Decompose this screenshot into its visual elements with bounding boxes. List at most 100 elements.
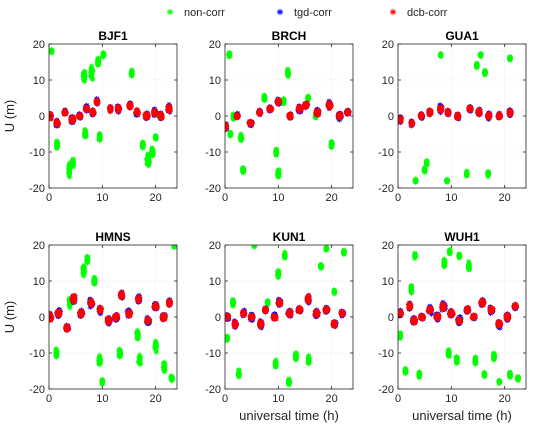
data-point-dcb-corr	[297, 105, 303, 111]
data-point-non-corr	[422, 167, 428, 173]
data-point-non-corr	[140, 143, 146, 149]
data-point-non-corr	[49, 48, 55, 54]
data-point-non-corr	[66, 165, 72, 171]
data-point-non-corr	[89, 68, 95, 74]
series-non-corr	[49, 47, 162, 180]
data-point-dcb-corr	[145, 112, 151, 119]
data-point-non-corr	[281, 98, 287, 105]
data-point-non-corr	[95, 58, 101, 65]
y-tick-label: -20	[29, 183, 45, 195]
data-point-dcb-corr	[49, 115, 53, 121]
panel-title: BJF1	[98, 29, 128, 43]
x-tick-label: 20	[150, 192, 162, 204]
y-tick-label: 0	[39, 111, 45, 123]
data-point-non-corr	[444, 178, 450, 184]
y-tick-label: -20	[205, 183, 221, 195]
data-point-non-corr	[230, 114, 237, 120]
y-tick-label: 10	[33, 75, 45, 87]
data-point-dcb-corr	[49, 112, 54, 118]
grid	[225, 44, 353, 188]
data-point-dcb-corr	[115, 107, 122, 114]
data-point-non-corr	[226, 52, 232, 58]
data-point-non-corr	[81, 78, 88, 85]
data-point-dcb-corr	[315, 111, 321, 117]
data-point-dcb-corr	[327, 100, 333, 107]
data-point-dcb-corr	[234, 113, 240, 120]
data-point-non-corr	[238, 137, 244, 143]
data-point-non-corr	[262, 95, 268, 101]
data-point-dcb-corr	[276, 99, 282, 105]
legend-marker-tgd-corr	[276, 8, 284, 16]
data-point-non-corr	[227, 131, 233, 137]
data-point-dcb-corr	[257, 109, 263, 115]
data-point-non-corr	[424, 158, 430, 164]
legend-entry-dcb-corr: dcb-corr	[389, 7, 448, 19]
data-point-dcb-corr	[134, 106, 140, 113]
data-point-dcb-corr	[337, 113, 343, 119]
legend-entry-non-corr: non-corr	[166, 7, 225, 19]
x-tick-label: 10	[272, 192, 284, 204]
data-point-non-corr	[240, 168, 246, 174]
legend-marker-non-corr	[166, 8, 174, 16]
data-point-non-corr	[129, 69, 135, 75]
data-point-dcb-corr	[248, 120, 254, 126]
data-point-non-corr	[313, 114, 319, 120]
series-non-corr	[412, 51, 513, 185]
data-point-dcb-corr	[94, 98, 100, 104]
plot-area	[398, 44, 526, 188]
data-point-dcb-corr	[54, 121, 60, 127]
data-point-non-corr	[70, 161, 76, 167]
data-point-non-corr	[423, 161, 430, 167]
data-point-non-corr	[474, 63, 480, 70]
data-point-dcb-corr	[77, 114, 83, 120]
data-point-non-corr	[66, 170, 72, 176]
grid	[398, 44, 526, 188]
legend-label-dcb-corr: dcb-corr	[407, 7, 448, 19]
grid	[49, 44, 177, 188]
data-layer	[225, 50, 352, 180]
data-point-dcb-corr	[142, 112, 149, 118]
data-point-dcb-corr	[159, 113, 165, 119]
data-point-non-corr	[149, 149, 155, 156]
legend-marker-dcb-corr	[389, 8, 397, 16]
y-tick-label: 10	[209, 75, 221, 87]
data-point-non-corr	[474, 60, 480, 67]
x-tick-label: 0	[46, 192, 52, 204]
y-tick-label: -10	[29, 147, 45, 159]
data-point-dcb-corr	[287, 114, 293, 120]
series-dcb-corr	[49, 97, 173, 128]
data-point-non-corr	[82, 127, 88, 133]
data-point-non-corr	[305, 95, 311, 101]
data-point-dcb-corr	[76, 112, 83, 118]
data-point-non-corr	[153, 135, 159, 141]
data-point-non-corr	[482, 69, 488, 75]
x-tick-label: 0	[222, 192, 228, 204]
legend-entry-tgd-corr: tgd-corr	[276, 7, 332, 19]
data-point-non-corr	[89, 74, 95, 80]
data-point-non-corr	[285, 70, 291, 76]
data-point-dcb-corr	[344, 110, 351, 116]
data-point-non-corr	[273, 146, 280, 152]
data-point-non-corr	[464, 171, 470, 178]
data-point-non-corr	[83, 133, 89, 140]
panel-title: BRCH	[272, 29, 307, 43]
data-point-non-corr	[100, 52, 107, 58]
data-point-dcb-corr	[296, 107, 302, 114]
legend-label-non-corr: non-corr	[184, 7, 225, 19]
data-point-non-corr	[54, 143, 60, 150]
data-point-non-corr	[478, 51, 484, 57]
legend-label-tgd-corr: tgd-corr	[294, 7, 332, 19]
data-point-non-corr	[89, 63, 95, 69]
data-point-dcb-corr	[133, 110, 140, 116]
data-point-non-corr	[96, 132, 102, 138]
data-point-dcb-corr	[165, 107, 172, 113]
data-point-non-corr	[276, 172, 282, 178]
data-point-dcb-corr	[69, 116, 76, 122]
data-point-dcb-corr	[107, 107, 113, 113]
data-point-dcb-corr	[304, 101, 310, 107]
data-point-non-corr	[412, 178, 419, 185]
